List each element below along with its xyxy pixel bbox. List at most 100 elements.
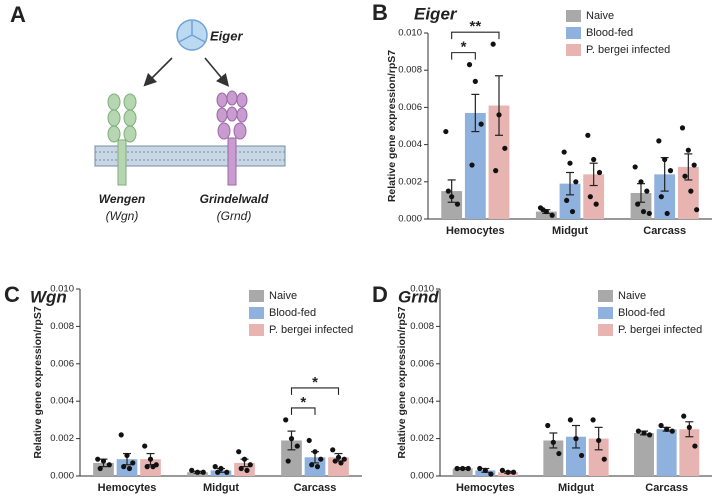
x-tick-label: Hemocytes xyxy=(456,482,515,494)
data-point xyxy=(312,449,318,455)
data-point xyxy=(341,456,347,462)
legend-swatch xyxy=(249,307,264,319)
data-point xyxy=(493,168,499,174)
data-point xyxy=(561,149,567,155)
legend-label: Naive xyxy=(586,10,614,22)
receptor-abbr: (Grnd) xyxy=(217,209,252,223)
data-point xyxy=(591,156,597,163)
data-point xyxy=(106,462,112,468)
data-point xyxy=(686,424,692,430)
bar xyxy=(654,174,676,219)
y-tick-label: 0.002 xyxy=(410,433,434,444)
data-point xyxy=(478,121,484,127)
data-point xyxy=(130,460,136,466)
data-point xyxy=(212,464,218,470)
data-point xyxy=(550,439,556,445)
data-point xyxy=(126,465,133,472)
data-point xyxy=(189,467,195,473)
data-point xyxy=(472,78,478,84)
bar xyxy=(441,191,463,219)
significance-label: * xyxy=(461,39,467,56)
significance-bracket xyxy=(451,31,500,40)
data-point xyxy=(288,436,295,442)
bar xyxy=(679,429,700,476)
ligand-label: Eiger xyxy=(210,28,243,43)
y-tick-label: 0.010 xyxy=(50,284,74,295)
data-point xyxy=(569,208,576,215)
data-point xyxy=(667,168,674,174)
data-point xyxy=(578,452,585,459)
data-point xyxy=(679,125,686,131)
data-point xyxy=(443,128,449,135)
panel-letter: C xyxy=(4,282,20,307)
data-point xyxy=(445,188,451,194)
bar xyxy=(566,436,586,476)
significance-label: * xyxy=(300,394,306,411)
bar xyxy=(588,438,609,476)
data-point xyxy=(658,194,664,200)
data-point xyxy=(150,464,156,470)
arrow xyxy=(143,57,173,87)
data-point xyxy=(285,458,291,464)
bar xyxy=(583,174,605,219)
data-point xyxy=(144,464,150,470)
significance-bracket xyxy=(290,407,316,415)
legend-swatch xyxy=(566,27,581,39)
legend-label: P. bergei infected xyxy=(269,324,353,336)
bar xyxy=(559,183,581,219)
x-tick-label: Carcass xyxy=(645,482,688,494)
data-point xyxy=(632,164,638,170)
data-point xyxy=(556,450,562,457)
data-point xyxy=(601,456,607,462)
bar xyxy=(634,432,654,476)
legend-swatch xyxy=(598,324,613,336)
data-point xyxy=(218,465,224,472)
bar xyxy=(488,105,510,219)
y-tick-label: 0.010 xyxy=(410,284,434,295)
data-point xyxy=(224,469,230,475)
panel-letter: D xyxy=(372,282,388,307)
panel-letter: B xyxy=(372,0,388,25)
data-point xyxy=(644,188,650,194)
significance-bracket xyxy=(451,52,476,60)
data-point xyxy=(465,465,471,472)
data-point xyxy=(656,138,662,144)
y-tick-label: 0.006 xyxy=(410,358,434,369)
data-point xyxy=(118,432,124,438)
ligand-detail xyxy=(178,21,206,43)
legend-swatch xyxy=(598,290,613,302)
bar xyxy=(656,429,677,476)
data-point xyxy=(662,156,668,163)
membrane xyxy=(94,145,286,167)
data-point xyxy=(688,188,694,194)
error-bar xyxy=(684,153,693,181)
data-point xyxy=(635,201,641,207)
data-point xyxy=(691,162,697,168)
data-point xyxy=(496,112,502,118)
error-bar xyxy=(566,171,574,196)
data-point xyxy=(638,179,644,185)
chart-title: Wgn xyxy=(30,287,67,306)
y-tick-label: 0.002 xyxy=(50,433,74,444)
bar xyxy=(543,440,564,476)
data-point xyxy=(318,456,324,462)
data-point xyxy=(335,454,342,460)
data-point xyxy=(147,456,154,462)
receptor-wgn xyxy=(107,93,137,186)
legend-label: Naive xyxy=(269,290,297,302)
data-point xyxy=(332,458,338,464)
data-point xyxy=(545,422,551,429)
y-tick-label: 0.004 xyxy=(410,396,434,407)
error-bar xyxy=(589,162,598,187)
data-point xyxy=(454,465,460,472)
data-point xyxy=(460,465,466,472)
legend-swatch xyxy=(249,290,264,302)
y-tick-label: 0.008 xyxy=(398,65,422,76)
data-point xyxy=(640,208,647,215)
legend-label: Blood-fed xyxy=(618,307,665,319)
y-tick-label: 0.000 xyxy=(398,214,422,225)
data-point xyxy=(283,417,289,423)
x-tick-label: Hemocytes xyxy=(446,225,505,237)
bar xyxy=(281,440,302,476)
y-tick-label: 0.004 xyxy=(50,396,74,407)
